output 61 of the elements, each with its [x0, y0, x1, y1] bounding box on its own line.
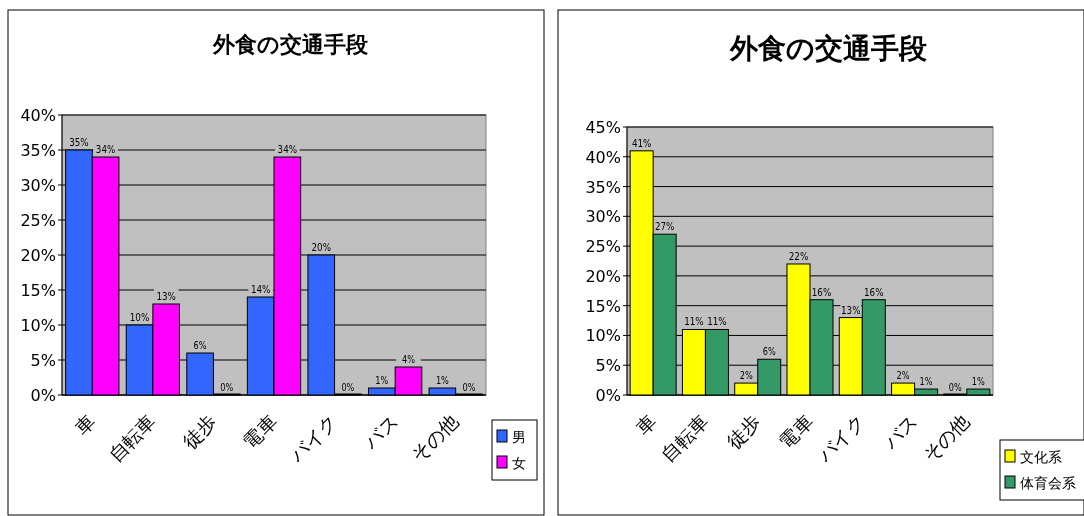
x-tick-label: その他: [406, 410, 463, 467]
data-label: 14%: [250, 283, 276, 296]
x-tick-label: 徒歩: [177, 410, 221, 453]
chart-title: 外食の交通手段: [211, 32, 369, 57]
y-tick-label: 10%: [20, 316, 56, 335]
x-tick-label: 自転車: [103, 410, 160, 467]
data-label: 27%: [654, 220, 680, 234]
y-tick-label: 30%: [20, 176, 56, 195]
data-label: 13%: [841, 303, 866, 317]
legend-label: 体育会系: [1020, 475, 1076, 491]
data-label: 4%: [401, 353, 420, 366]
x-tick-label: 電車: [238, 410, 281, 453]
data-label: 0%: [948, 381, 967, 394]
y-tick-label: 5%: [30, 351, 56, 370]
x-tick-label: 徒歩: [722, 410, 765, 453]
data-label: 1%: [375, 374, 393, 387]
y-tick-label: 30%: [585, 207, 621, 227]
data-label: 6%: [762, 345, 781, 359]
chart-title: 外食の交通手段: [728, 32, 928, 65]
data-label: 34%: [277, 143, 303, 156]
y-tick-label: 15%: [585, 296, 621, 316]
data-label: 16%: [864, 285, 889, 299]
data-label: 1%: [971, 375, 990, 389]
legend-label: 女: [512, 455, 526, 471]
x-tick-label: バイク: [284, 410, 342, 467]
y-tick-label: 20%: [585, 266, 621, 286]
y-tick-label: 35%: [20, 141, 56, 160]
y-tick-label: 5%: [595, 356, 621, 376]
data-label: 22%: [788, 249, 814, 263]
y-tick-label: 10%: [585, 326, 621, 346]
y-tick-label: 15%: [20, 281, 56, 300]
data-label: 2%: [739, 369, 758, 383]
data-label: 11%: [684, 315, 709, 329]
y-tick-label: 35%: [585, 177, 621, 197]
data-label: 10%: [129, 311, 155, 324]
y-tick-label: 25%: [20, 211, 56, 230]
data-label: 0%: [341, 381, 359, 394]
data-label: 35%: [69, 136, 94, 149]
data-label: 41%: [631, 136, 657, 150]
data-label: 2%: [896, 369, 915, 383]
y-tick-label: 0%: [30, 386, 56, 405]
data-label: 0%: [462, 381, 480, 394]
data-label: 1%: [435, 374, 454, 387]
legend-label: 男: [512, 429, 526, 445]
legend-label: 文化系: [1020, 449, 1062, 465]
y-tick-label: 25%: [585, 237, 621, 257]
data-label: 34%: [95, 143, 121, 156]
y-tick-label: 0%: [595, 386, 621, 405]
data-label: 11%: [707, 315, 732, 329]
data-label: 0%: [220, 381, 238, 394]
data-label: 1%: [919, 375, 938, 389]
y-tick-label: 20%: [20, 246, 56, 265]
y-tick-label: 40%: [20, 106, 56, 125]
x-tick-label: バス: [358, 410, 402, 454]
data-label: 13%: [156, 290, 181, 303]
y-tick-label: 45%: [585, 118, 621, 137]
x-tick-label: 車: [70, 410, 100, 440]
data-label: 20%: [311, 241, 336, 254]
y-tick-label: 40%: [585, 147, 621, 167]
data-label: 16%: [811, 285, 837, 299]
data-label: 6%: [193, 339, 212, 352]
